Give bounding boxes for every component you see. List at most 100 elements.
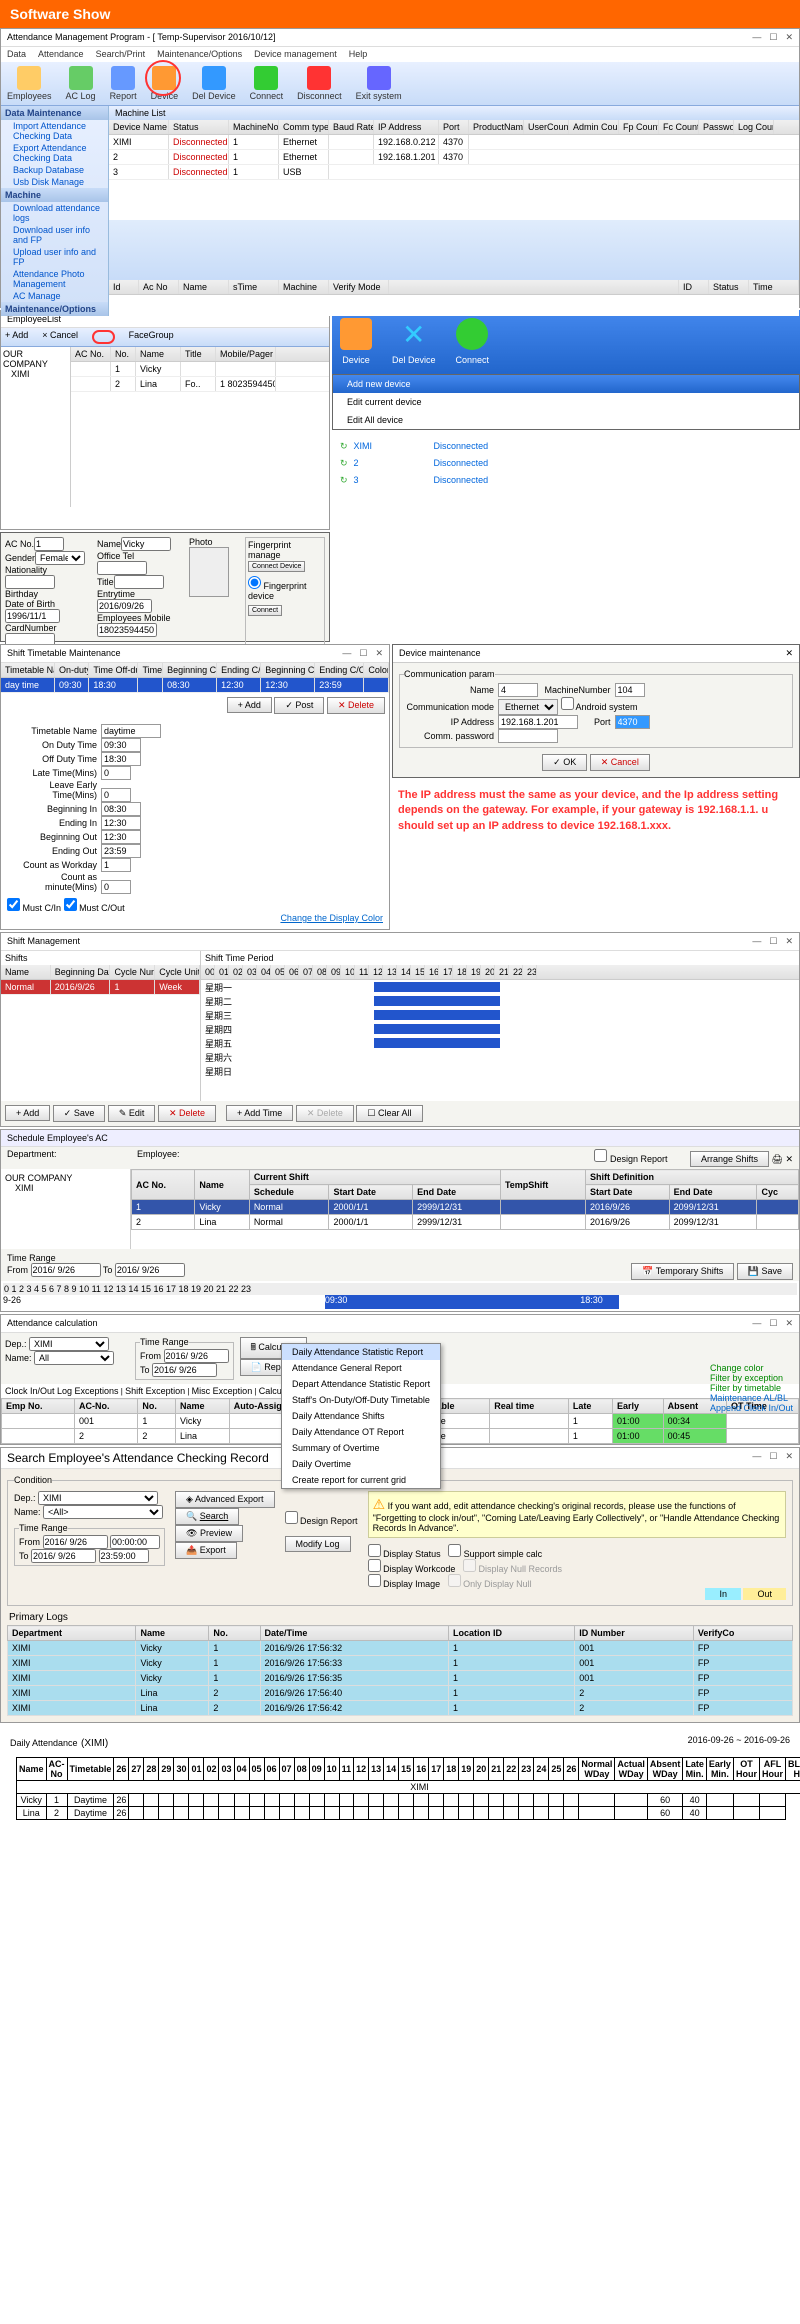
menu-edit-device[interactable]: Edit current device [333, 393, 799, 411]
on-input[interactable] [101, 738, 141, 752]
menu-add-device[interactable]: Add new device [333, 375, 799, 393]
emp-row[interactable]: 1Vicky [71, 362, 329, 377]
zoom-dev-row[interactable]: ↻3Disconnected [340, 472, 792, 489]
ei-input[interactable] [101, 816, 141, 830]
link-filterexc[interactable]: Filter by exception [710, 1373, 793, 1383]
addtime-button[interactable]: + Add Time [226, 1105, 293, 1121]
add-button[interactable]: + Add [5, 330, 28, 344]
srch-from-d[interactable] [43, 1535, 108, 1549]
device-row[interactable]: XIMIDisconnected1Ethernet192.168.0.21243… [109, 135, 799, 150]
close-icon[interactable]: ✕ [785, 648, 793, 659]
mustcout-check[interactable] [64, 898, 77, 911]
commmode-select[interactable]: Ethernet [498, 699, 558, 715]
emp-row[interactable]: 2LinaFo..1 8023594450 [71, 377, 329, 392]
aclog-button[interactable]: AC Log [66, 66, 96, 101]
link-append[interactable]: Append Clock In/Out [710, 1403, 793, 1413]
di-check[interactable] [368, 1574, 381, 1587]
acno-input[interactable] [34, 537, 64, 551]
shift-row-selected[interactable]: Normal2016/9/261Week [1, 980, 200, 995]
modifylog-button[interactable]: Modify Log [285, 1536, 351, 1552]
late-input[interactable] [101, 766, 131, 780]
sidebar-item[interactable]: AC Manage [1, 290, 108, 302]
deldevice-button[interactable]: Del Device [192, 66, 236, 101]
calc-tab[interactable]: Misc Exception [192, 1386, 253, 1396]
report-item[interactable]: Create report for current grid [282, 1472, 440, 1488]
sidebar-item[interactable]: Download attendance logs [1, 202, 108, 224]
link-filtertt[interactable]: Filter by timetable [710, 1383, 793, 1393]
result-row[interactable]: XIMIVicky12016/9/26 17:56:321001FP [8, 1641, 793, 1656]
arrange-shifts-button[interactable]: Arrange Shifts [690, 1151, 769, 1167]
connect-button[interactable]: Connect [250, 66, 284, 101]
sched-row[interactable]: 2LinaNormal2000/1/12999/12/312016/9/2620… [132, 1215, 799, 1230]
window-controls[interactable]: —☐✕ [744, 32, 793, 43]
sidebar-item[interactable]: Usb Disk Manage [1, 176, 108, 188]
sched-row-selected[interactable]: 1VickyNormal2000/1/12999/12/312016/9/262… [132, 1200, 799, 1215]
tt-name-input[interactable] [101, 724, 161, 738]
sidebar-item[interactable]: Import Attendance Checking Data [1, 120, 108, 142]
bi-input[interactable] [101, 802, 141, 816]
menubar[interactable]: DataAttendanceSearch/PrintMaintenance/Op… [1, 47, 799, 62]
sidebar-item[interactable]: Export Attendance Checking Data [1, 142, 108, 164]
save-button[interactable]: 💾 Save [737, 1263, 793, 1280]
connect-button-2[interactable]: Connect [248, 605, 282, 616]
zoom-device-button[interactable]: Device [340, 318, 372, 366]
tree-root[interactable]: OUR COMPANY [5, 1173, 126, 1183]
dep-select[interactable]: XIMI [29, 1337, 109, 1351]
to-date[interactable] [115, 1263, 185, 1277]
zoom-deldevice-button[interactable]: ✕Del Device [392, 318, 436, 366]
pwd-input[interactable] [498, 729, 558, 743]
cancel-button[interactable]: ✕ Cancel [590, 754, 650, 771]
report-item[interactable]: Daily Attendance OT Report [282, 1424, 440, 1440]
save-button[interactable]: ✓ Save [53, 1105, 106, 1122]
leave-input[interactable] [101, 788, 131, 802]
cm-input[interactable] [101, 880, 131, 894]
mustcin-check[interactable] [7, 898, 20, 911]
report-item[interactable]: Depart Attendance Statistic Report [282, 1376, 440, 1392]
post-button[interactable]: ✓ Post [274, 697, 324, 714]
connect-device-button[interactable]: Connect Device [248, 561, 305, 572]
link-changecolor[interactable]: Change color [710, 1363, 793, 1373]
adv-export-button[interactable]: ◈ Advanced Export [175, 1491, 274, 1508]
disconnect-button[interactable]: Disconnect [297, 66, 342, 101]
design-report-check[interactable] [594, 1149, 607, 1162]
ok-button[interactable]: ✓ OK [542, 754, 587, 771]
title-input[interactable] [114, 575, 164, 589]
add-button[interactable]: + Add [227, 697, 272, 713]
name-select[interactable]: All [34, 1351, 114, 1365]
port-input[interactable] [615, 715, 650, 729]
calc-tab[interactable]: Clock In/Out Log Exceptions [5, 1386, 119, 1396]
clearall-button[interactable]: ☐ Clear All [356, 1105, 422, 1122]
nat-input[interactable] [5, 575, 55, 589]
device-row[interactable]: 2Disconnected1Ethernet192.168.1.2014370 [109, 150, 799, 165]
sidebar-item[interactable]: Download user info and FP [1, 224, 108, 246]
calc-from[interactable] [164, 1349, 229, 1363]
machine-list-tab[interactable]: Machine List [109, 106, 799, 120]
srch-to-d[interactable] [31, 1549, 96, 1563]
calc-tab[interactable]: Shift Exception [125, 1386, 185, 1396]
report-button[interactable]: Report [110, 66, 137, 101]
srch-from-t[interactable] [110, 1535, 160, 1549]
gender-select[interactable]: Female [35, 551, 85, 565]
tree-item[interactable]: XIMI [5, 1183, 126, 1193]
entry-input[interactable] [97, 599, 152, 613]
delete-button[interactable]: ✕ Delete [327, 697, 385, 714]
timetable-row[interactable]: day time09:3018:3008:3012:3012:3023:59 [1, 678, 389, 693]
result-row[interactable]: XIMILina22016/9/26 17:56:4212FP [8, 1701, 793, 1716]
from-date[interactable] [31, 1263, 101, 1277]
zoom-dev-row[interactable]: ↻XIMIDisconnected [340, 438, 792, 455]
fp-radio[interactable] [248, 576, 261, 589]
sidebar-item[interactable]: Attendance Photo Management [1, 268, 108, 290]
change-color-link[interactable]: Change the Display Color [7, 913, 383, 923]
add-button[interactable]: + Add [5, 1105, 50, 1121]
report-item[interactable]: Daily Attendance Statistic Report [282, 1344, 440, 1360]
srch-dep[interactable]: XIMI [38, 1491, 158, 1505]
eo-input[interactable] [101, 844, 141, 858]
report-item[interactable]: Daily Attendance Shifts [282, 1408, 440, 1424]
deltime-button[interactable]: ✕ Delete [296, 1105, 354, 1122]
report-item[interactable]: Summary of Overtime [282, 1440, 440, 1456]
search-button[interactable]: 🔍 Search [175, 1508, 239, 1525]
sidebar-item[interactable]: Upload user info and FP [1, 246, 108, 268]
tel-input[interactable] [97, 561, 147, 575]
facegroup-button[interactable]: FaceGroup [129, 330, 174, 344]
sidebar-item[interactable]: Backup Database [1, 164, 108, 176]
